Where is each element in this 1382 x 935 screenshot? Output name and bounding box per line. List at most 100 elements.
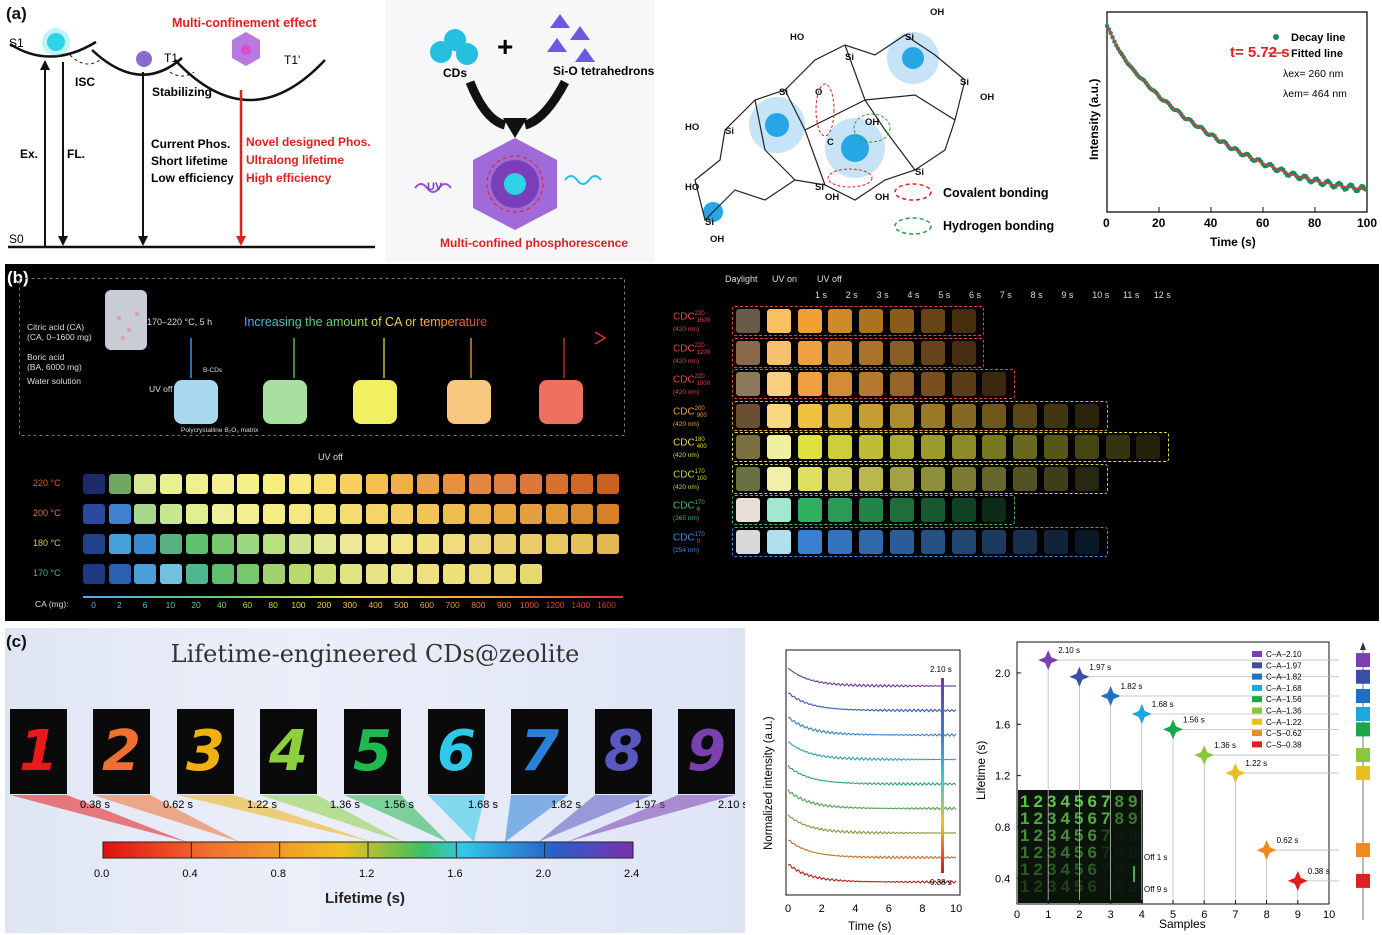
afterglow-swatch	[1044, 435, 1068, 459]
temp-swatch	[340, 564, 362, 584]
afterglow-swatch	[951, 372, 976, 396]
afterglow-swatch	[859, 435, 884, 459]
inset-digit: 3	[1047, 877, 1056, 896]
inset-digit: 5	[1074, 860, 1083, 879]
temp-swatch	[237, 504, 260, 524]
ca-value: 400	[368, 600, 383, 610]
samp-xtick: 7	[1232, 909, 1238, 921]
inset-digit: 6	[1088, 792, 1097, 811]
temp-swatch	[134, 504, 157, 524]
lifetime-beam	[93, 795, 240, 842]
row-sub: 1200	[696, 349, 711, 356]
ca-label: CA (mg):	[35, 599, 69, 609]
afterglow-swatch	[766, 529, 791, 554]
reagent-1: Citric acid (CA)	[27, 322, 84, 332]
decay-xlabel: Time (s)	[1210, 235, 1256, 249]
inset-digit: 9	[1128, 843, 1137, 862]
samp-xtick: 1	[1045, 909, 1051, 921]
afterglow-swatch	[766, 309, 791, 333]
legend-entry: C–A–1.56	[1266, 695, 1302, 704]
inset-digit: 1	[1020, 826, 1029, 845]
ca-value: 1200	[545, 600, 565, 610]
point-label: 1.97 s	[1089, 663, 1111, 672]
inset-digit: 2	[1034, 826, 1043, 845]
afterglow-swatch	[951, 498, 976, 522]
row-frame	[732, 369, 1016, 399]
row-wl: (420 nm)	[673, 420, 700, 428]
grid-header: Daylight	[725, 274, 758, 284]
uv-label: UV	[427, 181, 443, 193]
temp-swatch	[83, 474, 105, 494]
oh-label-4: OH	[875, 192, 889, 203]
afterglow-swatch	[859, 498, 884, 522]
ca-value: 6	[142, 600, 148, 610]
reagent-3: Boric acid	[27, 352, 65, 362]
plus-sign: +	[497, 31, 513, 62]
temp-swatch	[211, 504, 234, 524]
temp-swatch	[494, 474, 517, 494]
afterglow-swatch	[736, 498, 760, 522]
samp-xlabel: Samples	[1159, 917, 1206, 931]
inset-digit: 1	[1020, 809, 1029, 828]
time-header: 12 s	[1153, 290, 1171, 300]
afterglow-swatch	[766, 403, 791, 428]
afterglow-swatch	[859, 403, 884, 428]
inset-digit: 4	[1061, 809, 1071, 828]
samp-xtick: 5	[1170, 909, 1176, 921]
inset-digit: 8	[1115, 877, 1124, 896]
temp-swatch	[340, 474, 362, 494]
inset-digit: 1	[1020, 843, 1029, 862]
temp-swatch	[185, 474, 208, 494]
norm-xtick: 8	[919, 903, 925, 915]
scale-label: Lifetime (s)	[325, 890, 406, 907]
off1-label: Off 1 s	[1144, 853, 1167, 862]
afterglow-swatch	[859, 529, 884, 554]
time-header: 2 s	[845, 290, 858, 300]
row-frame	[732, 400, 1108, 431]
afterglow-swatch	[1074, 403, 1099, 428]
afterglow-swatch	[859, 309, 884, 333]
inset-digit: 6	[1088, 843, 1097, 862]
lifetime-point	[1194, 745, 1215, 766]
scale-tick: 0.0	[94, 868, 109, 880]
point-label: 1.82 s	[1121, 682, 1143, 691]
isc-label: ISC	[75, 75, 95, 89]
temp-swatch	[519, 564, 542, 584]
temp-swatch	[519, 474, 542, 494]
afterglow-swatch	[951, 340, 976, 365]
lambda-em: λem= 464 nm	[1283, 88, 1347, 100]
ca-value: 10	[165, 600, 176, 610]
afterglow-swatch	[920, 498, 945, 522]
synthesis-scheme: Citric acid (CA) (CA, 0–1600 mg) Boric a…	[19, 278, 625, 436]
si-label-7: Si	[815, 182, 824, 193]
novel-line-1: Novel designed Phos.	[246, 135, 371, 149]
norm-xtick: 2	[819, 903, 825, 915]
point-label: 1.56 s	[1183, 715, 1205, 724]
uv-off-label: UV off	[149, 384, 173, 394]
scale-tick: 2.4	[624, 868, 639, 880]
afterglow-swatch	[1013, 466, 1038, 491]
afterglow-swatch	[1044, 529, 1068, 554]
row-sup: 170	[694, 500, 705, 506]
afterglow-swatch	[1136, 435, 1161, 459]
lifetime-point	[1131, 703, 1152, 724]
oh-label-5: OH	[825, 192, 839, 203]
temp-swatch	[83, 504, 105, 524]
afterglow-swatch	[797, 372, 822, 396]
afterglow-swatch	[736, 466, 760, 491]
oh-label-6: OH	[710, 234, 724, 245]
ca-value: 60	[242, 600, 253, 610]
matrix-label: Polycrystalline B₂O₃ matrix	[181, 427, 259, 434]
zeolite-title: Lifetime-engineered CDs@zeolite	[170, 640, 580, 668]
grid-header: UV on	[772, 274, 798, 284]
inset-digit: 6	[1088, 877, 1097, 896]
lifetime-label: 1.22 s	[247, 799, 277, 811]
t1p-label: T1'	[284, 53, 300, 67]
afterglow-swatch	[890, 498, 914, 522]
samp-ylabel: Lifetime (s)	[974, 741, 988, 800]
legend-entry: C–S–0.38	[1266, 740, 1302, 749]
norm-ylabel: Normalized intensity (a.u.)	[763, 716, 775, 850]
reagent-4: (BA, 6000 mg)	[27, 362, 82, 372]
cds-label: CDs	[443, 66, 467, 80]
